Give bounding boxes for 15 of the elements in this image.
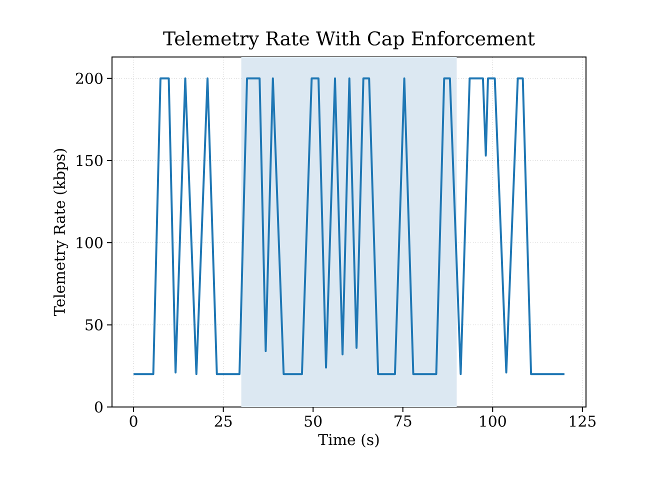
y-tick-label: 100 bbox=[76, 237, 102, 248]
x-tick-label: 75 bbox=[394, 416, 412, 427]
chart-title: Telemetry Rate With Cap Enforcement bbox=[163, 30, 535, 50]
y-tick-label: 150 bbox=[76, 154, 102, 166]
y-tick-label: 200 bbox=[76, 72, 102, 84]
x-axis-title: Time (s) bbox=[318, 434, 379, 448]
x-tick-label: 125 bbox=[570, 416, 596, 427]
x-tick-label: 50 bbox=[304, 416, 322, 427]
x-tick-label: 0 bbox=[130, 416, 138, 427]
line-series bbox=[132, 77, 566, 376]
y-tick-label: 0 bbox=[94, 401, 102, 413]
x-tick-label: 100 bbox=[480, 416, 506, 427]
x-tick-label: 25 bbox=[214, 416, 232, 427]
y-axis-title: Telemetry Rate (kbps) bbox=[53, 149, 68, 316]
y-tick-label: 50 bbox=[86, 319, 102, 330]
